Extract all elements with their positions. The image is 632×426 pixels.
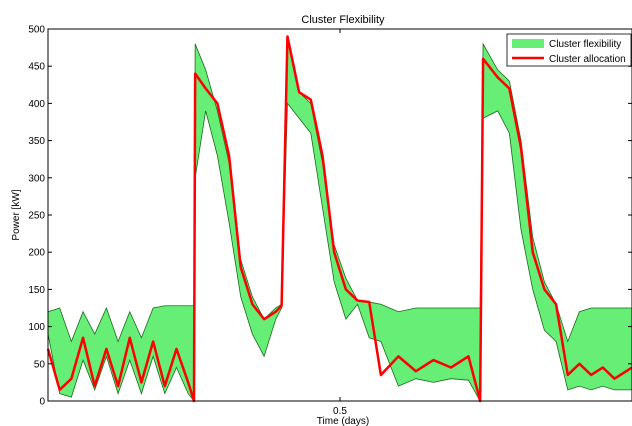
- legend: Cluster flexibility Cluster allocation: [506, 33, 632, 67]
- legend-label-cluster-flexibility: Cluster flexibility: [549, 39, 621, 50]
- y-tick-label: 0: [39, 397, 45, 408]
- y-tick-label: 200: [28, 248, 45, 259]
- y-tick-label: 250: [28, 211, 45, 222]
- y-axis: 0 50 100 150 200 250 300 350 400 450 500: [28, 25, 632, 408]
- y-tick-label: 50: [34, 359, 46, 370]
- y-tick-label: 150: [28, 285, 45, 296]
- y-axis-label: Power [kW]: [11, 189, 22, 240]
- y-tick-label: 350: [28, 136, 45, 147]
- legend-swatch-cluster-flexibility: [512, 39, 544, 48]
- y-tick-label: 500: [28, 25, 45, 36]
- legend-label-cluster-allocation: Cluster allocation: [549, 54, 626, 65]
- x-tick-label: 0.5: [333, 406, 347, 417]
- plot-area: [46, 35, 632, 403]
- chart-title: Cluster Flexibility: [301, 14, 385, 26]
- series-cluster-allocation: [46, 35, 632, 403]
- y-tick-label: 300: [28, 173, 45, 184]
- y-tick-label: 100: [28, 322, 45, 333]
- x-axis-label: Time (days): [317, 416, 369, 426]
- series-cluster-flexibility: [47, 36, 632, 403]
- y-tick-label: 450: [28, 62, 45, 73]
- x-axis: 0.5: [333, 29, 347, 417]
- y-tick-label: 400: [28, 99, 45, 110]
